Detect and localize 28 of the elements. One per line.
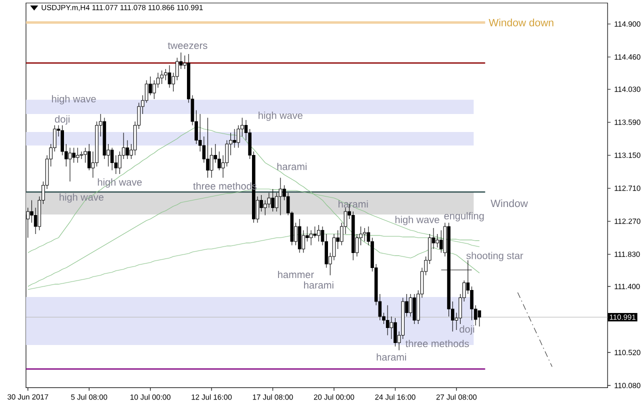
candlestick <box>267 192 271 208</box>
candlestick <box>278 178 282 216</box>
candlestick <box>68 148 72 182</box>
annotation: harami <box>304 281 334 289</box>
candlestick <box>408 294 412 317</box>
candlestick <box>144 80 148 104</box>
candlestick <box>102 118 106 160</box>
annotation: engulfing <box>444 212 484 222</box>
annotation: doji <box>460 325 474 335</box>
band-label: Window <box>490 200 528 208</box>
annotation: hammer <box>278 270 314 278</box>
candlestick <box>232 128 236 148</box>
annotation: tweezers <box>168 42 208 50</box>
ref-line-label: Window down <box>488 18 554 26</box>
candlestick <box>332 234 336 261</box>
annotation: high wave <box>52 95 96 105</box>
line-series <box>517 292 552 368</box>
candlestick <box>309 230 313 246</box>
candlestick <box>168 65 172 88</box>
candlestick <box>80 151 84 160</box>
annotation: high wave <box>395 216 440 226</box>
annotation: shooting star <box>466 252 524 262</box>
annotation: harami <box>277 162 307 170</box>
annotation: three methods <box>406 340 469 348</box>
candlestick <box>210 148 214 178</box>
annotation: doji <box>54 115 70 125</box>
annotation: high wave <box>258 112 302 122</box>
annotation: harami <box>376 353 406 361</box>
